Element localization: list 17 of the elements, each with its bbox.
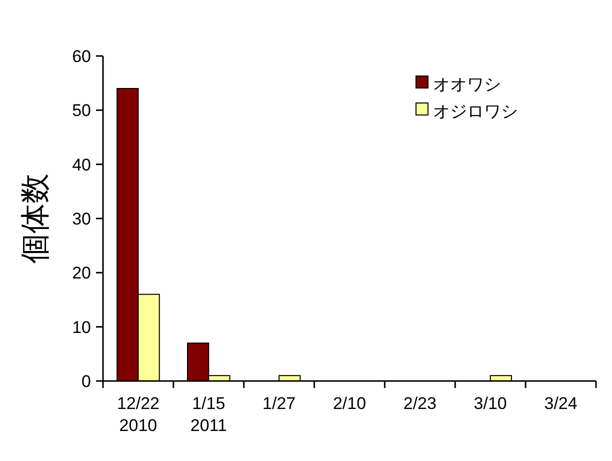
x-tick-label: 2/23: [403, 394, 436, 413]
x-tick-label: 3/10: [474, 394, 507, 413]
legend-label: オオワシ: [433, 74, 501, 94]
y-tick-label: 20: [72, 264, 91, 283]
y-tick-label: 0: [82, 372, 91, 391]
x-tick-label: 1/15 2011: [190, 394, 227, 435]
y-axis-title: 個体数: [19, 174, 52, 264]
y-tick-label: 40: [72, 155, 91, 174]
y-tick-label: 50: [72, 101, 91, 120]
x-tick-label: 3/24: [544, 394, 578, 413]
legend-label: オジロワシ: [433, 102, 518, 121]
y-tick-label: 30: [72, 209, 91, 228]
x-tick-label: 1/27: [262, 394, 296, 413]
y-tick-label: 10: [72, 318, 91, 337]
x-tick-label: 12/22 2010: [116, 394, 160, 435]
y-tick-label: 60: [72, 46, 91, 66]
x-tick-label: 2/10: [332, 394, 366, 413]
